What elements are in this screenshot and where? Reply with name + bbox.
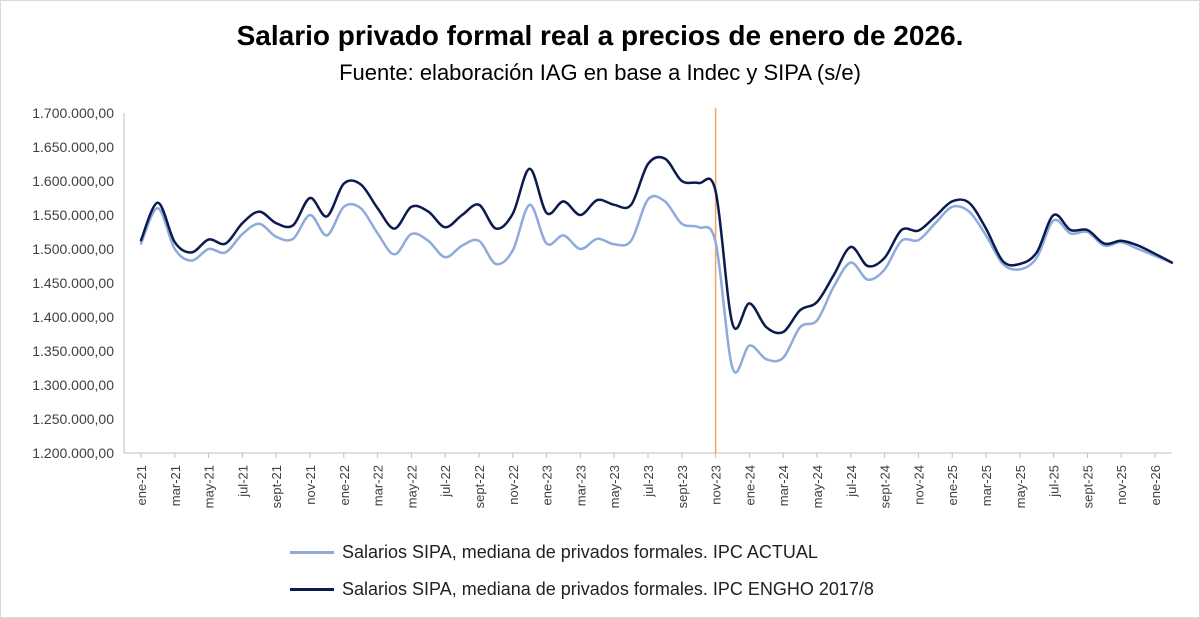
chart-subtitle: Fuente: elaboración IAG en base a Indec … bbox=[339, 60, 861, 85]
x-tick-label: ene-24 bbox=[742, 465, 757, 505]
x-tick-label: may-22 bbox=[404, 465, 419, 508]
legend-label-ipc-actual: Salarios SIPA, mediana de privados forma… bbox=[342, 541, 818, 562]
x-tick-label: jul-25 bbox=[1047, 465, 1062, 498]
x-tick-label: sept-23 bbox=[675, 465, 690, 508]
x-tick-label: jul-22 bbox=[438, 465, 453, 498]
y-tick-label: 1.650.000,00 bbox=[32, 139, 114, 155]
y-tick-label: 1.400.000,00 bbox=[32, 309, 114, 325]
y-tick-label: 1.300.000,00 bbox=[32, 377, 114, 393]
x-tick-label: mar-25 bbox=[979, 465, 994, 506]
legend-swatch-ipc-actual bbox=[290, 550, 334, 554]
x-tick-label: mar-23 bbox=[573, 465, 588, 506]
x-tick-label: may-21 bbox=[202, 465, 217, 508]
y-tick-label: 1.200.000,00 bbox=[32, 445, 114, 461]
legend-item-ipc-actual: Salarios SIPA, mediana de privados forma… bbox=[290, 540, 818, 564]
x-tick-label: sept-21 bbox=[269, 465, 284, 508]
x-tick-label: sept-25 bbox=[1080, 465, 1095, 508]
x-tick-label: sept-24 bbox=[878, 465, 893, 508]
x-tick-label: nov-24 bbox=[911, 465, 926, 505]
x-tick-label: ene-21 bbox=[134, 465, 149, 505]
y-tick-label: 1.250.000,00 bbox=[32, 411, 114, 427]
x-tick-label: ene-22 bbox=[337, 465, 352, 505]
x-tick-label: jul-21 bbox=[235, 465, 250, 498]
legend-swatch-ipc-engho bbox=[290, 587, 334, 591]
y-tick-label: 1.450.000,00 bbox=[32, 275, 114, 291]
y-tick-label: 1.500.000,00 bbox=[32, 241, 114, 257]
x-tick-label: ene-26 bbox=[1148, 465, 1163, 505]
series-line-ipc-engho bbox=[139, 155, 1174, 335]
x-tick-label: mar-22 bbox=[371, 465, 386, 506]
x-tick-label: sept-22 bbox=[472, 465, 487, 508]
x-tick-label: nov-21 bbox=[303, 465, 318, 505]
x-tick-label: may-24 bbox=[810, 465, 825, 508]
y-tick-label: 1.600.000,00 bbox=[32, 173, 114, 189]
x-tick-label: may-23 bbox=[607, 465, 622, 508]
x-tick-label: mar-24 bbox=[776, 465, 791, 506]
series-line-ipc-actual bbox=[139, 194, 1174, 374]
x-tick-label: jul-23 bbox=[641, 465, 656, 498]
x-tick-label: nov-23 bbox=[709, 465, 724, 505]
x-tick-label: may-25 bbox=[1013, 465, 1028, 508]
x-tick-label: jul-24 bbox=[844, 465, 859, 498]
x-tick-label: nov-25 bbox=[1114, 465, 1129, 505]
legend-item-ipc-engho: Salarios SIPA, mediana de privados forma… bbox=[290, 577, 874, 601]
x-tick-label: ene-23 bbox=[540, 465, 555, 505]
legend-label-ipc-engho: Salarios SIPA, mediana de privados forma… bbox=[342, 578, 874, 599]
y-tick-label: 1.700.000,00 bbox=[32, 105, 114, 121]
y-tick-label: 1.550.000,00 bbox=[32, 207, 114, 223]
x-tick-label: nov-22 bbox=[506, 465, 521, 505]
y-tick-label: 1.350.000,00 bbox=[32, 343, 114, 359]
x-tick-label: mar-21 bbox=[168, 465, 183, 506]
chart-title: Salario privado formal real a precios de… bbox=[236, 20, 964, 51]
x-tick-label: ene-25 bbox=[945, 465, 960, 505]
